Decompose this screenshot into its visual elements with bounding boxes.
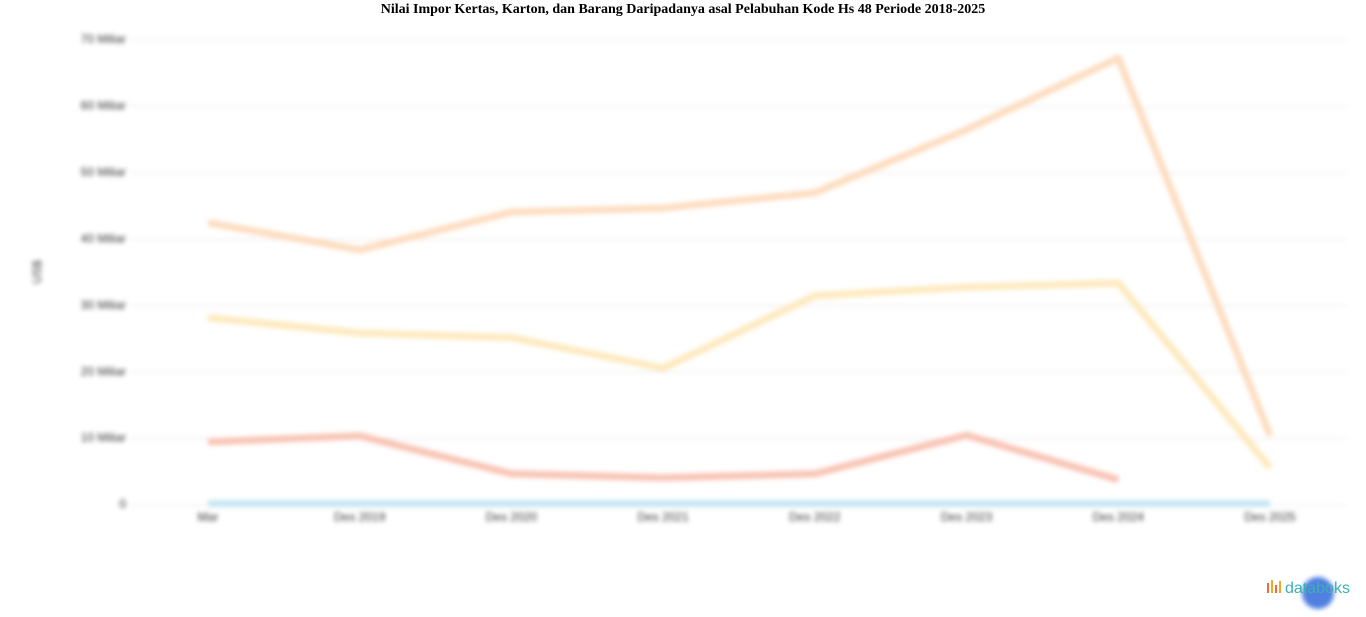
y-tick-label: 70 Miliar (81, 32, 126, 46)
brand-name: databoks (1285, 580, 1350, 597)
x-tick-label: Des 2025 (1244, 510, 1296, 524)
series-line (207, 279, 1273, 471)
y-tick-label: 40 Miliar (81, 231, 126, 245)
chart-title: Nilai Impor Kertas, Karton, dan Barang D… (381, 2, 986, 17)
x-tick-label: Des 2020 (486, 510, 538, 524)
y-tick-label: 30 Miliar (81, 298, 126, 312)
x-tick-label: Des 2021 (637, 510, 689, 524)
chat-button[interactable] (1302, 577, 1334, 609)
brand-logo: databoks (1267, 580, 1350, 597)
y-tick-label: 20 Miliar (81, 364, 126, 378)
x-tick-label: Des 2022 (789, 510, 841, 524)
plot: US$ 0 10 Miliar 20 Miliar 30 Miliar 40 Milia… (30, 32, 1346, 524)
x-tick-label: Des 2023 (941, 510, 993, 524)
x-tick-label: Mar (198, 510, 219, 524)
y-tick-label: 50 Miliar (81, 165, 126, 179)
y-tick-label: 60 Miliar (81, 99, 126, 113)
y-axis-label: US$ (30, 260, 44, 284)
y-tick-label: 10 Miliar (81, 431, 126, 445)
series-line (207, 431, 1120, 484)
x-tick-label: Des 2024 (1093, 510, 1145, 524)
y-tick-label: 0 (119, 497, 126, 511)
x-tick-label: Des 2019 (334, 510, 386, 524)
series-line (207, 54, 1274, 437)
